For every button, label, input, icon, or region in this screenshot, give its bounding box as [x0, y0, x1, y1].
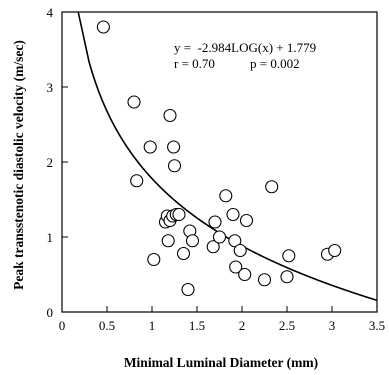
data-point [161, 234, 175, 248]
y-tick-label: 4 [47, 5, 54, 20]
x-tick-label: 2.5 [279, 318, 295, 333]
p-value: p = 0.002 [250, 56, 300, 71]
data-point [96, 20, 110, 34]
y-tick-label: 2 [47, 155, 54, 170]
data-point [127, 95, 141, 109]
data-point [185, 234, 200, 248]
data-point [238, 267, 252, 282]
data-point [239, 213, 254, 228]
data-point [233, 243, 247, 258]
data-point [176, 246, 191, 261]
data-point [172, 207, 186, 222]
data-point [208, 215, 222, 229]
data-point [167, 159, 182, 173]
y-tick-label: 3 [47, 80, 54, 95]
x-tick-label: 2 [239, 318, 246, 333]
data-point [130, 174, 144, 188]
data-point [280, 270, 294, 284]
regression-equation: y = -2.984LOG(x) + 1.779 [174, 40, 316, 55]
x-axis-ticks: 0 0.5 1 1.5 2 2.5 3 3.5 [59, 306, 385, 333]
data-points-layer [96, 20, 342, 297]
data-point [282, 249, 296, 263]
x-tick-label: 3 [329, 318, 336, 333]
data-point [226, 207, 240, 222]
data-point [147, 252, 161, 267]
data-point [257, 273, 272, 287]
data-point [212, 230, 227, 244]
data-point [219, 189, 233, 203]
y-tick-label: 0 [47, 305, 54, 320]
data-point [143, 140, 157, 154]
x-tick-label: 1 [149, 318, 156, 333]
x-tick-label: 0.5 [99, 318, 115, 333]
x-axis-title: Minimal Luminal Diameter (mm) [124, 355, 318, 370]
data-point [265, 180, 279, 194]
data-point [181, 282, 195, 297]
correlation-r: r = 0.70 [174, 56, 215, 71]
x-tick-label: 0 [59, 318, 66, 333]
y-axis-title: Peak transstenotic diastolic velocity (m… [11, 40, 26, 290]
data-point [228, 234, 242, 248]
y-axis-ticks: 0 1 2 3 4 [47, 5, 68, 320]
data-point [206, 240, 220, 254]
plot-border [61, 11, 378, 313]
data-point [229, 260, 243, 274]
x-tick-label: 3.5 [369, 318, 385, 333]
data-point [167, 140, 181, 154]
data-point [163, 108, 177, 123]
y-tick-label: 1 [47, 230, 54, 245]
x-tick-label: 1.5 [189, 318, 205, 333]
plot-frame [61, 11, 378, 313]
data-point [328, 243, 342, 258]
